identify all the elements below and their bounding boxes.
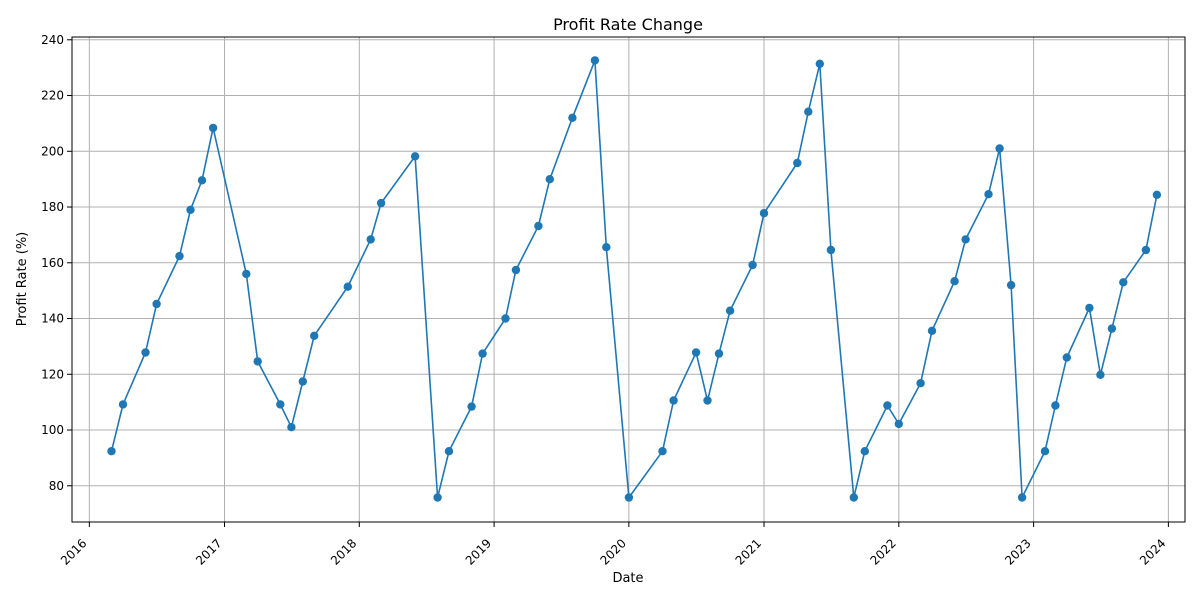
data-point xyxy=(253,357,262,366)
data-point xyxy=(950,277,959,286)
data-point xyxy=(725,306,735,315)
data-point xyxy=(1062,353,1072,362)
data-point xyxy=(433,493,442,502)
data-point xyxy=(343,282,352,291)
data-point xyxy=(826,245,836,255)
data-point xyxy=(1085,303,1094,313)
data-point xyxy=(568,113,577,123)
data-point xyxy=(1119,278,1128,287)
data-point xyxy=(310,331,319,340)
data-point xyxy=(1107,324,1117,333)
y-tick-label: 180 xyxy=(41,200,64,214)
data-point xyxy=(714,349,724,358)
data-point xyxy=(298,377,307,386)
y-tick-label: 140 xyxy=(41,312,64,326)
data-point xyxy=(276,400,285,409)
data-point xyxy=(748,260,757,270)
data-point xyxy=(1152,190,1162,199)
data-point xyxy=(961,235,970,244)
y-tick-label: 160 xyxy=(41,256,64,270)
data-point xyxy=(1040,447,1050,456)
y-tick-label: 100 xyxy=(41,423,64,437)
data-point xyxy=(793,158,802,168)
series-profit-rate xyxy=(107,56,1162,502)
data-point xyxy=(883,401,892,410)
data-point xyxy=(1141,245,1151,255)
data-point xyxy=(658,447,667,456)
data-point xyxy=(995,144,1004,153)
data-point xyxy=(590,56,600,65)
y-tick-label: 80 xyxy=(49,479,64,493)
data-point xyxy=(984,190,993,199)
data-point xyxy=(175,251,184,261)
chart-title: Profit Rate Change xyxy=(553,15,703,34)
data-point xyxy=(602,243,611,252)
data-point xyxy=(545,175,554,184)
y-tick-label: 200 xyxy=(41,144,64,158)
y-tick-label: 220 xyxy=(41,89,64,103)
y-axis: 80 100 120 140 160 180 200 220 240 xyxy=(41,33,72,493)
x-axis-label: Date xyxy=(612,571,643,586)
data-point xyxy=(860,447,869,456)
y-tick-label: 120 xyxy=(41,367,64,381)
data-point xyxy=(444,447,454,456)
y-tick-label: 240 xyxy=(41,33,64,47)
data-point xyxy=(804,107,813,116)
data-point xyxy=(501,314,510,323)
data-point xyxy=(242,269,251,279)
data-point xyxy=(366,235,375,244)
data-point xyxy=(1051,401,1060,410)
data-point xyxy=(534,221,543,231)
data-point xyxy=(141,348,150,357)
data-point xyxy=(376,198,386,208)
data-point xyxy=(1096,370,1105,379)
data-point xyxy=(1017,493,1027,502)
data-point xyxy=(815,59,824,68)
data-point xyxy=(287,423,296,432)
data-point xyxy=(703,396,712,405)
data-point xyxy=(849,493,858,502)
data-point xyxy=(511,265,521,275)
y-axis-label: Profit Rate (%) xyxy=(15,232,30,326)
data-point xyxy=(624,493,634,502)
data-point xyxy=(894,419,903,429)
data-point xyxy=(118,400,128,409)
data-point xyxy=(691,348,701,357)
data-point xyxy=(197,176,207,185)
data-point xyxy=(916,379,925,388)
data-point xyxy=(927,326,937,335)
data-point xyxy=(186,205,195,214)
data-point xyxy=(410,152,420,161)
data-point xyxy=(669,396,678,405)
data-point xyxy=(1006,280,1016,290)
data-point xyxy=(107,447,116,456)
data-point xyxy=(467,402,476,411)
data-point xyxy=(759,209,769,218)
data-point xyxy=(208,123,218,133)
data-point xyxy=(152,299,161,309)
grid xyxy=(72,37,1185,522)
data-point xyxy=(478,349,487,358)
